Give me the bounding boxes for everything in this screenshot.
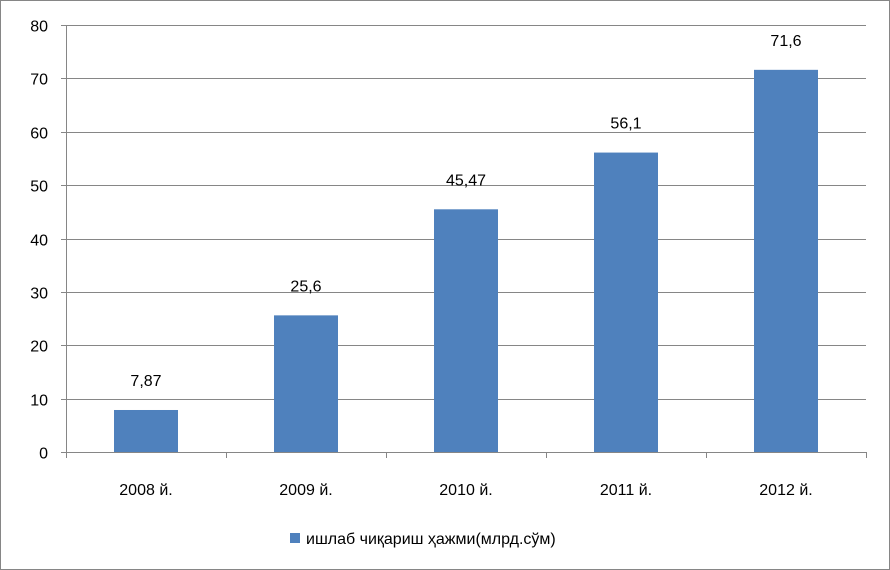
data-label: 7,87 bbox=[130, 373, 161, 390]
y-tick-label: 80 bbox=[30, 19, 48, 36]
bar bbox=[594, 152, 658, 452]
y-tick-label: 30 bbox=[30, 286, 48, 303]
x-tick-label: 2009 й. bbox=[279, 482, 332, 499]
bar bbox=[434, 209, 498, 452]
y-tick-label: 60 bbox=[30, 126, 48, 143]
bar bbox=[274, 315, 338, 452]
tick-labels: 0 10 20 30 40 50 60 70 80 2008 й. 2009 й. 2010 й. 20… bbox=[30, 19, 813, 500]
data-label: 56,1 bbox=[610, 116, 641, 133]
bars bbox=[114, 69, 818, 453]
x-tick-label: 2012 й. bbox=[759, 482, 812, 499]
y-tick-label: 20 bbox=[30, 339, 48, 356]
data-label: 45,47 bbox=[446, 172, 486, 189]
data-label: 71,6 bbox=[770, 33, 801, 50]
bar bbox=[114, 409, 178, 452]
x-tick-label: 2008 й. bbox=[119, 482, 172, 499]
bar bbox=[754, 69, 818, 453]
data-label: 25,6 bbox=[290, 278, 321, 295]
legend-label: ишлаб чиқариш ҳажми(млрд.сўм) bbox=[306, 531, 556, 548]
x-tick-label: 2011 й. bbox=[600, 482, 652, 499]
y-tick-label: 0 bbox=[39, 446, 48, 463]
legend: ишлаб чиқариш ҳажми(млрд.сўм) bbox=[290, 531, 556, 548]
legend-swatch bbox=[290, 533, 300, 543]
axes bbox=[61, 25, 867, 458]
y-tick-label: 70 bbox=[30, 72, 48, 89]
x-tick-label: 2010 й. bbox=[439, 482, 492, 499]
y-tick-label: 10 bbox=[30, 393, 48, 410]
y-tick-label: 50 bbox=[30, 179, 48, 196]
y-tick-label: 40 bbox=[30, 233, 48, 250]
data-labels: 7,87 25,6 45,47 56,1 71,6 bbox=[130, 33, 801, 390]
